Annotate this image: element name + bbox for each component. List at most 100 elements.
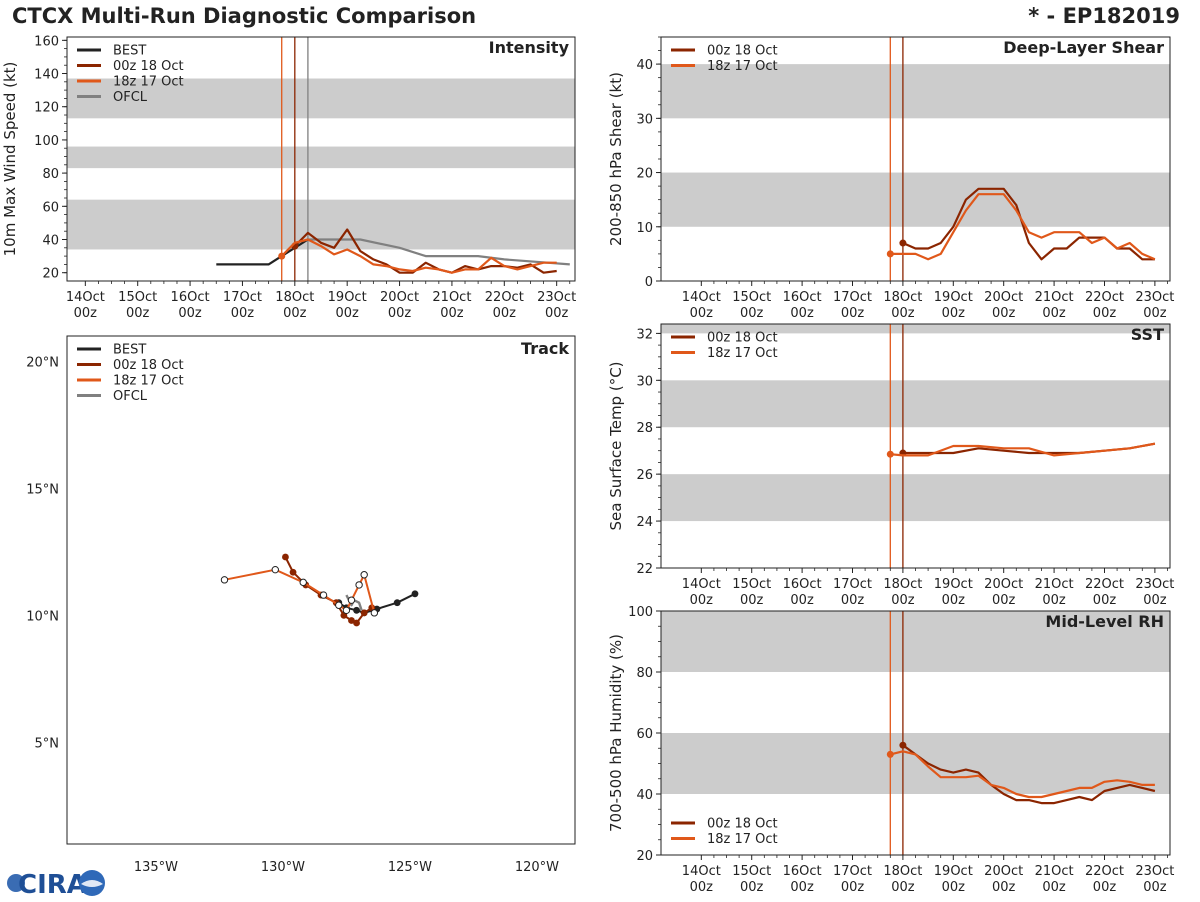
plot-frame [660,36,1171,282]
y-tick-label: 80 [636,666,653,681]
x-tick-label: 00z [1093,306,1117,321]
y-tick-label: 40 [636,788,653,803]
y-tick-label: 30 [636,112,653,127]
legend-label: 00z 18 Oct [707,817,778,832]
shaded-band [661,172,1170,227]
series-start-marker [899,741,907,749]
x-tick-label: 00z [942,306,966,321]
y-tick-label: 10°N [26,609,59,624]
x-tick-label: 16Oct [783,290,822,305]
x-tick-label: 19Oct [934,864,973,879]
x-tick-label: 00z [942,880,966,895]
x-tick-label: 18Oct [883,290,922,305]
x-tick-label: 16Oct [783,577,822,592]
series-start-marker [886,450,894,458]
panel-sst: 22242628303214Oct00z15Oct00z16Oct00z17Oc… [607,323,1174,608]
track-point [347,596,356,604]
x-tick-label: 00z [440,306,464,321]
track-point [289,568,297,576]
legend-label: 00z 18 Oct [113,358,184,373]
page-title: CTCX Multi-Run Diagnostic Comparison [12,4,477,28]
x-tick-label: 00z [891,306,915,321]
shaded-band [67,199,575,250]
series-start-marker [886,250,894,258]
x-tick-label: 17Oct [833,290,872,305]
series-line-best [216,238,309,266]
x-tick-label: 00z [74,306,98,321]
shaded-band [661,324,1170,334]
y-tick-label: 140 [34,68,59,83]
x-tick-label: 00z [841,593,865,608]
panel-intensity: 2040608010012014016014Oct00z15Oct00z16Oc… [1,34,576,321]
series-line-00z-18-oct [902,744,1156,805]
x-tick-label: 19Oct [934,290,973,305]
x-tick-label: 19Oct [934,577,973,592]
shaded-band [67,146,575,169]
shaded-band [661,733,1170,794]
x-tick-label: 17Oct [833,864,872,879]
legend-label: 18z 17 Oct [113,75,184,90]
track-point [299,578,307,587]
y-tick-label: 80 [42,167,59,182]
panel-title: Track [521,339,569,358]
x-tick-label: 16Oct [783,864,822,879]
y-axis-label: 200-850 hPa Shear (kt) [607,72,625,246]
x-tick-label: 00z [1143,306,1167,321]
track-point [220,576,229,584]
y-tick-label: 15°N [26,482,59,497]
track-point [353,606,360,614]
series-line-18z-17-oct [890,750,1155,799]
series-line-18z-17-oct [890,442,1156,457]
y-axis-label: Sea Surface Temp (°C) [607,361,625,530]
panel-title: Mid-Level RH [1045,612,1164,631]
x-tick-label: 22Oct [1085,864,1124,879]
x-tick-label: 00z [740,306,764,321]
legend-label: 00z 18 Oct [707,331,778,346]
plot-frame [660,323,1171,569]
x-tick-label: 19Oct [328,290,367,305]
x-tick-label: 00z [891,593,915,608]
x-tick-label: 00z [690,593,714,608]
x-tick-label: 20Oct [984,864,1023,879]
x-tick-label: 15Oct [118,290,157,305]
series-start-marker [278,252,286,260]
x-tick-label: 00z [1042,593,1066,608]
x-tick-label: 00z [283,306,307,321]
y-tick-label: 20°N [26,355,59,370]
panel-title: Intensity [489,38,570,57]
x-tick-label: 21Oct [432,290,471,305]
x-tick-label: 14Oct [682,864,721,879]
shaded-band [661,380,1170,428]
x-tick-label: 15Oct [732,290,771,305]
x-tick-label: 22Oct [1085,577,1124,592]
x-tick-label: 21Oct [1035,864,1074,879]
series-line-18z-17-oct [890,193,1156,261]
x-tick-label: 130°W [261,860,305,875]
shaded-band [661,64,1170,119]
x-tick-label: 17Oct [833,577,872,592]
y-tick-label: 160 [34,34,59,49]
x-tick-label: 00z [1042,306,1066,321]
track-point [355,581,363,589]
x-tick-label: 00z [790,306,814,321]
y-tick-label: 10 [636,221,653,236]
track-point [411,590,419,598]
x-tick-label: 00z [992,593,1016,608]
y-axis-label: 10m Max Wind Speed (kt) [1,62,19,257]
x-tick-label: 120°W [515,860,559,875]
x-tick-label: 00z [841,306,865,321]
y-tick-label: 0 [645,275,653,290]
x-tick-label: 23Oct [1135,864,1174,879]
legend-label: OFCL [113,90,148,105]
y-tick-label: 20 [636,849,653,864]
x-tick-label: 00z [690,880,714,895]
panel-title: Deep-Layer Shear [1003,38,1164,57]
track-point [393,599,401,607]
y-tick-label: 20 [636,167,653,182]
x-tick-label: 00z [1143,593,1167,608]
series-start-marker [886,750,894,758]
legend-label: 00z 18 Oct [707,44,778,59]
legend-label: BEST [113,44,146,59]
legend-label: OFCL [113,389,148,404]
x-tick-label: 00z [992,306,1016,321]
